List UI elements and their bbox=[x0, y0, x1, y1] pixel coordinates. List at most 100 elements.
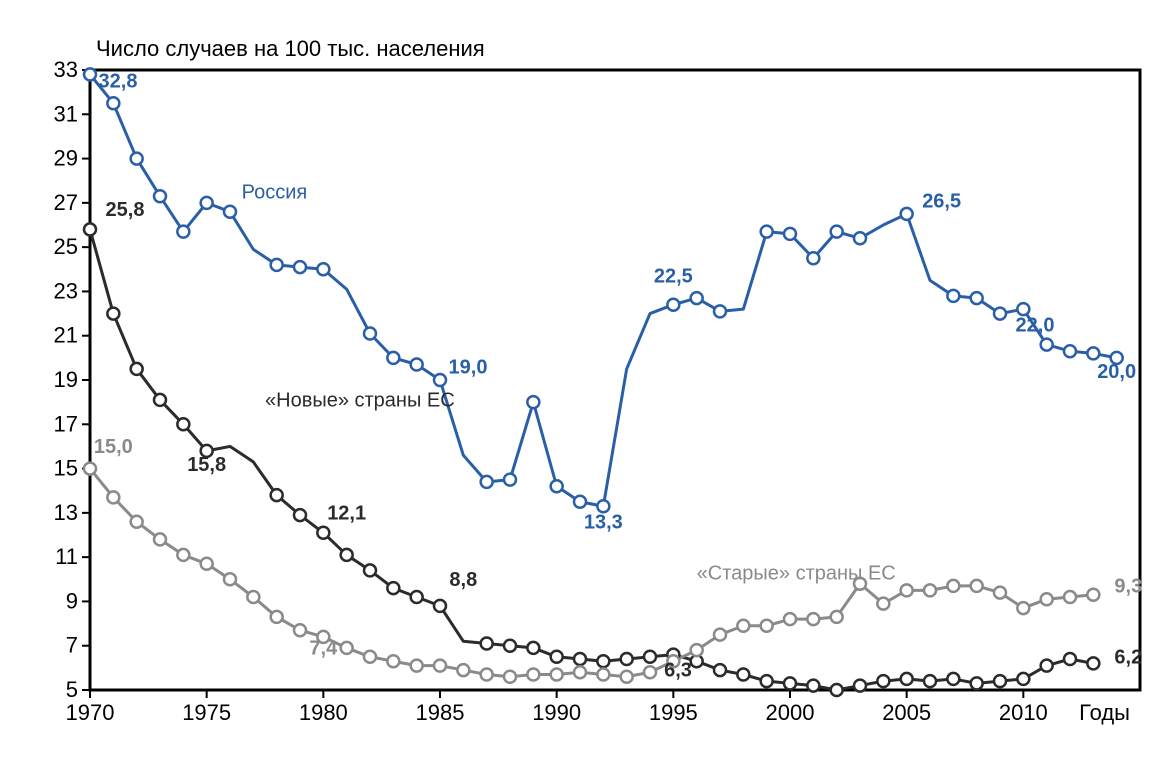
series-marker-russia bbox=[177, 226, 189, 238]
series-marker-new-eu bbox=[644, 651, 656, 663]
y-tick-label: 13 bbox=[54, 500, 78, 525]
series-marker-old-eu bbox=[271, 611, 283, 623]
series-marker-new-eu bbox=[551, 651, 563, 663]
series-label-russia: Россия bbox=[242, 181, 308, 203]
x-tick-label: 1980 bbox=[299, 700, 348, 725]
x-tick-label: 2005 bbox=[882, 700, 931, 725]
series-marker-russia bbox=[807, 252, 819, 264]
series-marker-russia bbox=[364, 328, 376, 340]
series-marker-russia bbox=[131, 153, 143, 165]
series-marker-old-eu bbox=[994, 587, 1006, 599]
series-marker-old-eu bbox=[1087, 589, 1099, 601]
y-tick-label: 31 bbox=[54, 101, 78, 126]
series-marker-new-eu bbox=[784, 677, 796, 689]
series-marker-new-eu bbox=[154, 394, 166, 406]
x-tick-label: 1970 bbox=[66, 700, 115, 725]
series-marker-old-eu bbox=[1064, 591, 1076, 603]
series-marker-old-eu bbox=[177, 549, 189, 561]
series-marker-russia bbox=[504, 474, 516, 486]
series-marker-new-eu bbox=[294, 509, 306, 521]
y-tick-label: 29 bbox=[54, 146, 78, 171]
series-marker-russia bbox=[107, 97, 119, 109]
series-marker-old-eu bbox=[107, 491, 119, 503]
chart-container: Число случаев на 100 тыс. населения57911… bbox=[20, 20, 1162, 740]
series-marker-russia bbox=[317, 263, 329, 275]
series-marker-russia bbox=[411, 359, 423, 371]
series-marker-new-eu bbox=[1017, 673, 1029, 685]
series-marker-russia bbox=[527, 396, 539, 408]
data-label-russia: 22,5 bbox=[654, 266, 693, 288]
data-label-russia: 20,0 bbox=[1097, 361, 1136, 383]
series-marker-russia bbox=[784, 228, 796, 240]
series-marker-old-eu bbox=[1041, 593, 1053, 605]
series-marker-old-eu bbox=[737, 620, 749, 632]
series-marker-new-eu bbox=[994, 675, 1006, 687]
series-marker-new-eu bbox=[597, 655, 609, 667]
series-marker-russia bbox=[1041, 339, 1053, 351]
series-marker-old-eu bbox=[224, 573, 236, 585]
series-marker-old-eu bbox=[504, 671, 516, 683]
y-tick-label: 5 bbox=[66, 677, 78, 702]
series-marker-old-eu bbox=[201, 558, 213, 570]
series-marker-russia bbox=[761, 226, 773, 238]
data-label-new-eu: 15,8 bbox=[187, 454, 226, 476]
series-marker-old-eu bbox=[387, 655, 399, 667]
series-marker-russia bbox=[574, 496, 586, 508]
series-marker-new-eu bbox=[877, 675, 889, 687]
series-marker-russia bbox=[1087, 347, 1099, 359]
series-marker-russia bbox=[901, 208, 913, 220]
series-marker-russia bbox=[154, 190, 166, 202]
y-tick-label: 33 bbox=[54, 57, 78, 82]
series-marker-old-eu bbox=[481, 669, 493, 681]
series-marker-new-eu bbox=[131, 363, 143, 375]
series-marker-old-eu bbox=[784, 613, 796, 625]
y-tick-label: 27 bbox=[54, 190, 78, 215]
series-marker-russia bbox=[971, 292, 983, 304]
series-marker-old-eu bbox=[691, 644, 703, 656]
series-marker-new-eu bbox=[317, 527, 329, 539]
series-marker-new-eu bbox=[84, 223, 96, 235]
series-marker-new-eu bbox=[574, 653, 586, 665]
data-label-russia: 32,8 bbox=[99, 71, 138, 93]
series-marker-old-eu bbox=[411, 660, 423, 672]
x-axis-label: Годы bbox=[1079, 700, 1130, 725]
series-marker-old-eu bbox=[877, 598, 889, 610]
series-marker-old-eu bbox=[644, 666, 656, 678]
series-marker-new-eu bbox=[1041, 660, 1053, 672]
data-label-new-eu: 8,8 bbox=[449, 569, 477, 591]
series-label-new-eu: «Новые» страны ЕС bbox=[265, 390, 455, 412]
y-tick-label: 9 bbox=[66, 588, 78, 613]
series-marker-new-eu bbox=[971, 677, 983, 689]
series-marker-new-eu bbox=[831, 684, 843, 696]
series-marker-new-eu bbox=[411, 591, 423, 603]
y-tick-label: 15 bbox=[54, 456, 78, 481]
data-label-new-eu: 6,2 bbox=[1114, 646, 1142, 668]
series-marker-russia bbox=[691, 292, 703, 304]
data-label-old-eu: 15,0 bbox=[94, 436, 133, 458]
x-tick-label: 2000 bbox=[766, 700, 815, 725]
series-marker-russia bbox=[434, 374, 446, 386]
series-marker-old-eu bbox=[131, 516, 143, 528]
series-marker-new-eu bbox=[504, 640, 516, 652]
series-marker-new-eu bbox=[621, 653, 633, 665]
series-marker-new-eu bbox=[1064, 653, 1076, 665]
data-label-old-eu: 7,4 bbox=[309, 638, 338, 660]
series-marker-russia bbox=[271, 259, 283, 271]
series-marker-old-eu bbox=[714, 629, 726, 641]
series-marker-russia bbox=[481, 476, 493, 488]
series-marker-new-eu bbox=[271, 489, 283, 501]
series-marker-old-eu bbox=[947, 580, 959, 592]
data-label-russia: 13,3 bbox=[584, 511, 623, 533]
series-marker-old-eu bbox=[831, 611, 843, 623]
series-marker-russia bbox=[994, 308, 1006, 320]
series-marker-russia bbox=[551, 480, 563, 492]
series-marker-russia bbox=[831, 226, 843, 238]
series-marker-new-eu bbox=[854, 680, 866, 692]
series-label-old-eu: «Старые» страны ЕС bbox=[697, 562, 896, 584]
data-label-russia: 19,0 bbox=[449, 356, 488, 378]
series-marker-old-eu bbox=[341, 642, 353, 654]
data-label-russia: 22,0 bbox=[1016, 314, 1055, 336]
series-marker-new-eu bbox=[434, 600, 446, 612]
series-marker-new-eu bbox=[714, 664, 726, 676]
data-label-new-eu: 25,8 bbox=[106, 199, 145, 221]
